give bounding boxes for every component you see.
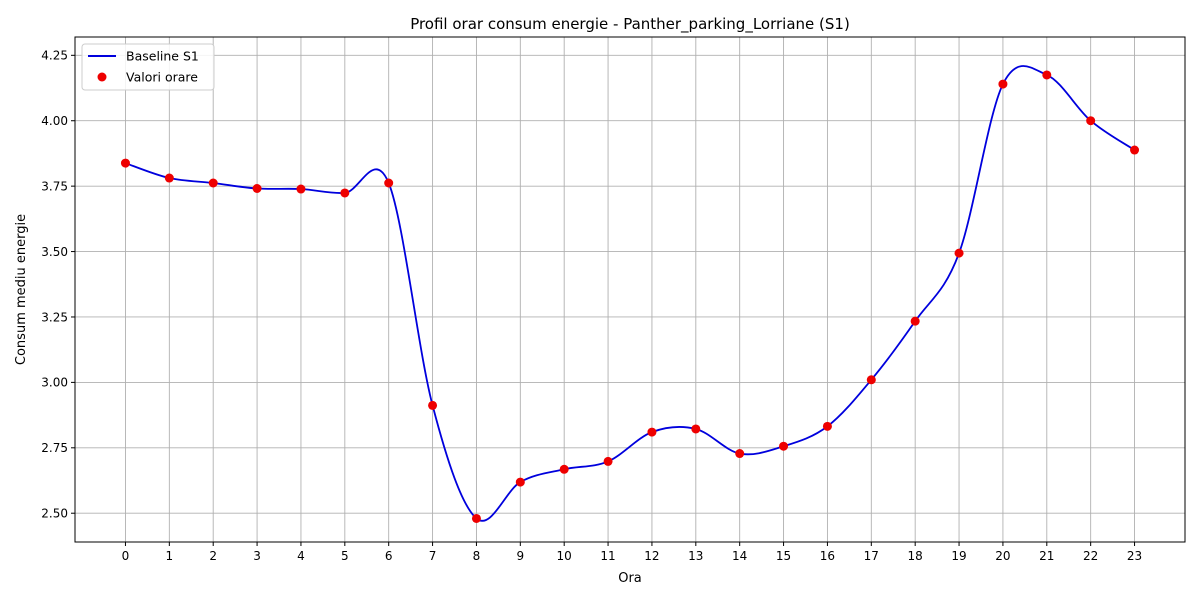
x-tick-label: 21 bbox=[1039, 549, 1054, 563]
y-tick-label: 3.00 bbox=[41, 376, 68, 390]
hourly-value-point bbox=[164, 173, 174, 183]
x-tick-label: 16 bbox=[820, 549, 835, 563]
hourly-value-point bbox=[866, 375, 876, 385]
legend-label-baseline: Baseline S1 bbox=[126, 49, 199, 64]
axes-frame bbox=[74, 36, 1186, 543]
x-tick-label: 13 bbox=[688, 549, 703, 563]
x-tick-label: 5 bbox=[341, 549, 349, 563]
y-tick-label: 3.75 bbox=[41, 179, 68, 193]
x-tick-label: 17 bbox=[864, 549, 879, 563]
tick-layer: 0 1 2 3 4 5 6 7 8 9 10 11 12 13 14 15 16 17 18 19 20 21 22 232.… bbox=[41, 49, 1142, 563]
x-tick-label: 10 bbox=[557, 549, 572, 563]
baseline-s1-line bbox=[125, 65, 1136, 522]
x-tick-label: 2 bbox=[209, 549, 217, 563]
hourly-value-point bbox=[998, 79, 1008, 89]
hourly-value-point bbox=[779, 441, 789, 451]
x-tick-label: 15 bbox=[776, 549, 791, 563]
x-tick-label: 0 bbox=[122, 549, 130, 563]
y-tick-label: 4.00 bbox=[41, 114, 68, 128]
x-tick-label: 23 bbox=[1127, 549, 1142, 563]
hourly-value-point bbox=[471, 513, 481, 523]
hourly-value-point bbox=[208, 178, 218, 188]
x-tick-label: 7 bbox=[429, 549, 437, 563]
hourly-value-point bbox=[647, 427, 657, 437]
y-tick-label: 4.25 bbox=[41, 49, 68, 63]
hourly-value-point bbox=[340, 188, 350, 198]
hourly-value-point bbox=[1086, 116, 1096, 126]
x-tick-label: 11 bbox=[600, 549, 615, 563]
grid-layer bbox=[75, 37, 1185, 542]
x-tick-label: 6 bbox=[385, 549, 393, 563]
x-tick-label: 14 bbox=[732, 549, 747, 563]
y-tick-label: 3.25 bbox=[41, 310, 68, 324]
y-axis-label: Consum mediu energie bbox=[14, 214, 29, 365]
hourly-value-point bbox=[954, 248, 964, 258]
hourly-value-point bbox=[120, 158, 130, 168]
x-tick-label: 9 bbox=[516, 549, 524, 563]
x-tick-label: 8 bbox=[473, 549, 481, 563]
hourly-value-point bbox=[384, 178, 394, 188]
legend-label-hourly: Valori orare bbox=[126, 70, 198, 85]
x-tick-label: 18 bbox=[908, 549, 923, 563]
y-tick-label: 3.50 bbox=[41, 245, 68, 259]
x-tick-label: 3 bbox=[253, 549, 261, 563]
x-tick-label: 1 bbox=[166, 549, 174, 563]
hourly-value-point bbox=[603, 456, 613, 466]
hourly-value-point bbox=[296, 184, 306, 194]
y-tick-label: 2.75 bbox=[41, 441, 68, 455]
hourly-value-point bbox=[735, 449, 745, 459]
x-tick-label: 12 bbox=[644, 549, 659, 563]
hourly-value-point bbox=[1042, 70, 1052, 80]
x-tick-label: 4 bbox=[297, 549, 305, 563]
hourly-value-point bbox=[691, 424, 701, 434]
hourly-value-point bbox=[910, 316, 920, 326]
hourly-value-point bbox=[252, 184, 262, 193]
hourly-value-point bbox=[428, 400, 438, 410]
hourly-value-point bbox=[515, 477, 525, 487]
plot-layer bbox=[120, 65, 1140, 523]
hourly-value-point bbox=[559, 464, 569, 474]
x-tick-label: 19 bbox=[951, 549, 966, 563]
hourly-value-point bbox=[1130, 145, 1140, 155]
legend-dot-swatch bbox=[97, 72, 107, 82]
hourly-value-point bbox=[822, 421, 832, 431]
chart-title: Profil orar consum energie - Panther_par… bbox=[410, 15, 850, 34]
x-tick-label: 22 bbox=[1083, 549, 1098, 563]
x-axis-label: Ora bbox=[618, 571, 642, 586]
legend: Baseline S1 Valori orare bbox=[81, 43, 215, 91]
x-tick-label: 20 bbox=[995, 549, 1010, 563]
y-tick-label: 2.50 bbox=[41, 507, 68, 521]
